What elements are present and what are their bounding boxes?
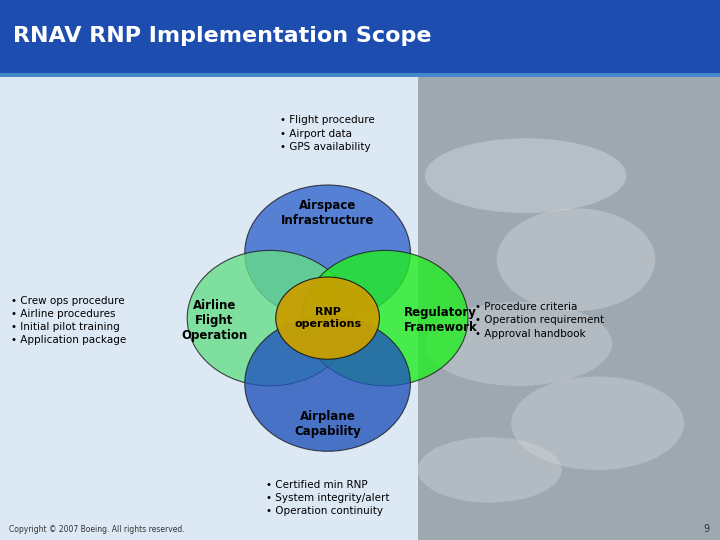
- Ellipse shape: [245, 185, 410, 320]
- Bar: [0, 0, 720, 73]
- Text: 9: 9: [703, 523, 709, 534]
- Ellipse shape: [276, 277, 379, 359]
- Ellipse shape: [245, 316, 410, 451]
- Text: Copyright © 2007 Boeing. All rights reserved.: Copyright © 2007 Boeing. All rights rese…: [9, 524, 184, 534]
- Text: Airspace
Infrastructure: Airspace Infrastructure: [281, 199, 374, 227]
- Text: • Certified min RNP
• System integrity/alert
• Operation continuity: • Certified min RNP • System integrity/a…: [266, 480, 390, 516]
- Bar: [0, 73, 418, 540]
- Ellipse shape: [425, 138, 626, 213]
- Text: • Procedure criteria
• Operation requirement
• Approval handbook: • Procedure criteria • Operation require…: [475, 302, 604, 339]
- Ellipse shape: [425, 302, 612, 386]
- Text: RNP
operations: RNP operations: [294, 307, 361, 329]
- Ellipse shape: [418, 437, 562, 503]
- Text: RNAV RNP Implementation Scope: RNAV RNP Implementation Scope: [13, 26, 431, 46]
- Ellipse shape: [511, 376, 684, 470]
- Text: Airplane
Capability: Airplane Capability: [294, 410, 361, 438]
- Ellipse shape: [187, 251, 353, 386]
- Bar: [0, 73, 720, 77]
- Text: • Crew ops procedure
• Airline procedures
• Initial pilot training
• Application: • Crew ops procedure • Airline procedure…: [11, 296, 126, 345]
- Text: • Flight procedure
• Airport data
• GPS availability: • Flight procedure • Airport data • GPS …: [280, 116, 375, 152]
- Text: Regulatory
Framework: Regulatory Framework: [404, 307, 477, 334]
- Text: Airline
Flight
Operation: Airline Flight Operation: [181, 299, 248, 342]
- Ellipse shape: [497, 208, 655, 311]
- Ellipse shape: [302, 251, 468, 386]
- Bar: [418, 73, 720, 540]
